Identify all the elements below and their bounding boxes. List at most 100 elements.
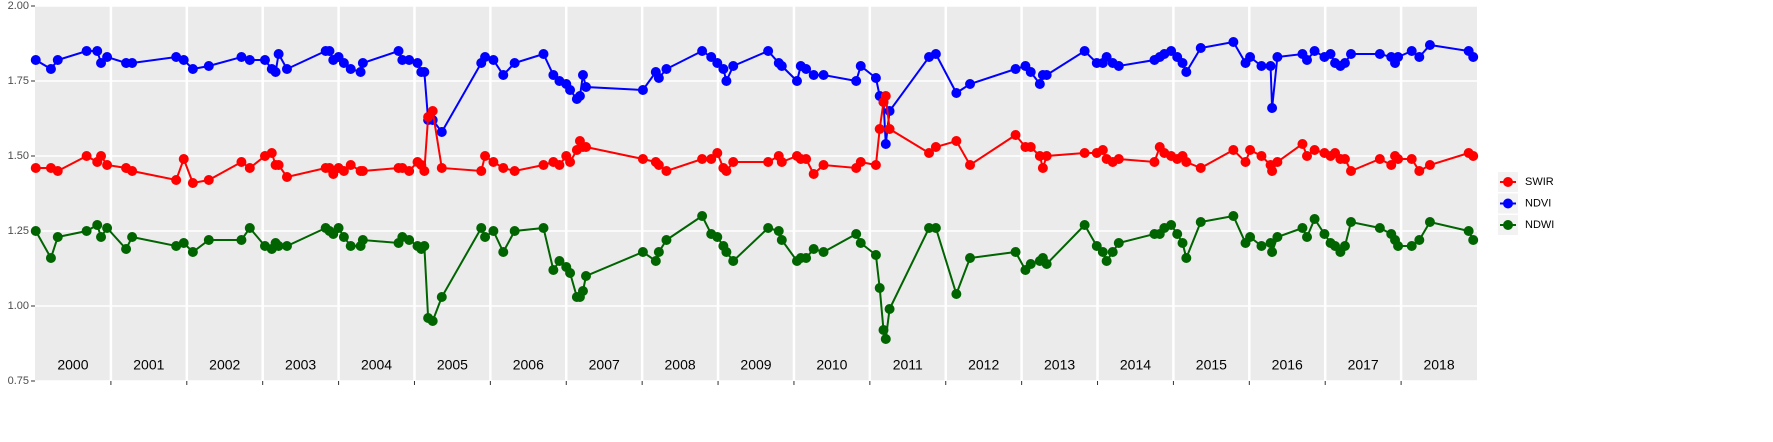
point <box>273 160 284 170</box>
point <box>1346 49 1357 59</box>
point <box>273 241 284 251</box>
point <box>712 58 723 68</box>
y-tick-label: 1.25 <box>8 225 29 237</box>
point <box>818 247 829 257</box>
point <box>1025 67 1036 77</box>
point <box>236 235 247 245</box>
point <box>538 49 549 59</box>
legend-point <box>1503 177 1513 187</box>
point <box>808 169 819 179</box>
point <box>1177 238 1188 248</box>
point <box>728 256 739 266</box>
point <box>808 244 819 254</box>
point <box>721 166 732 176</box>
point <box>171 52 182 62</box>
point <box>1468 151 1479 161</box>
point <box>1256 151 1267 161</box>
point <box>1149 157 1160 167</box>
point <box>509 166 520 176</box>
point <box>178 154 189 164</box>
point <box>653 160 664 170</box>
point <box>776 61 787 71</box>
point <box>102 223 113 233</box>
x-tick-label: 2016 <box>1272 357 1303 373</box>
point <box>637 154 648 164</box>
point <box>203 235 214 245</box>
point <box>884 124 895 134</box>
point <box>706 52 717 62</box>
point <box>801 154 812 164</box>
point <box>1195 43 1206 53</box>
point <box>1245 145 1256 155</box>
point <box>548 265 559 275</box>
point <box>554 256 565 266</box>
point <box>357 58 368 68</box>
point <box>574 91 585 101</box>
point <box>498 70 509 80</box>
point <box>81 151 92 161</box>
point <box>763 157 774 167</box>
point <box>102 52 113 62</box>
point <box>30 55 41 65</box>
point <box>661 235 672 245</box>
point <box>1097 145 1108 155</box>
point <box>661 166 672 176</box>
point <box>580 82 591 92</box>
point <box>1374 49 1385 59</box>
point <box>870 73 881 83</box>
point <box>187 247 198 257</box>
point <box>728 157 739 167</box>
point <box>653 73 664 83</box>
point <box>1309 145 1320 155</box>
point <box>818 70 829 80</box>
point <box>1256 61 1267 71</box>
point <box>965 79 976 89</box>
point <box>480 232 491 242</box>
point <box>1272 232 1283 242</box>
x-tick-label: 2006 <box>513 357 544 373</box>
point <box>345 241 356 251</box>
point <box>171 175 182 185</box>
point <box>1414 166 1425 176</box>
point <box>427 316 438 326</box>
point <box>1393 52 1404 62</box>
point <box>1265 238 1276 248</box>
point <box>1374 154 1385 164</box>
point <box>1010 247 1021 257</box>
x-tick-label: 2000 <box>57 357 88 373</box>
point <box>1228 37 1239 47</box>
point <box>1393 154 1404 164</box>
x-tick-label: 2007 <box>589 357 620 373</box>
point <box>1181 157 1192 167</box>
point <box>81 46 92 56</box>
x-tick-label: 2018 <box>1423 357 1454 373</box>
point <box>203 175 214 185</box>
point <box>924 223 935 233</box>
point <box>1037 163 1048 173</box>
y-tick-label: 1.50 <box>8 150 29 162</box>
point <box>580 271 591 281</box>
point <box>538 223 549 233</box>
point <box>1079 148 1090 158</box>
point <box>1406 241 1417 251</box>
point <box>1245 52 1256 62</box>
point <box>930 223 941 233</box>
point <box>1172 229 1183 239</box>
point <box>1424 160 1435 170</box>
point <box>1097 247 1108 257</box>
point <box>187 64 198 74</box>
point <box>1346 217 1357 227</box>
point <box>357 166 368 176</box>
point <box>52 55 63 65</box>
point <box>565 85 576 95</box>
point <box>1034 151 1045 161</box>
point <box>763 46 774 56</box>
point <box>1113 238 1124 248</box>
point <box>92 220 103 230</box>
point <box>577 70 588 80</box>
point <box>1181 67 1192 77</box>
point <box>1195 217 1206 227</box>
point <box>965 160 976 170</box>
point <box>1325 49 1336 59</box>
legend-label: NDWI <box>1525 219 1554 231</box>
